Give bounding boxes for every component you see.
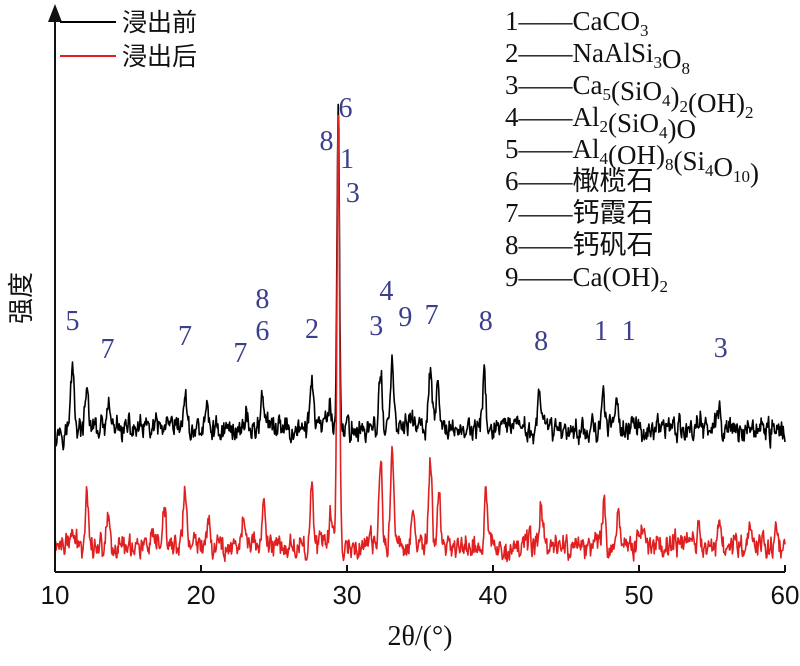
x-tick-label: 40 — [479, 580, 508, 610]
axes-layer — [48, 4, 785, 573]
peak-label: 2 — [305, 314, 319, 345]
series-line-before — [54, 103, 786, 451]
peak-label: 9 — [398, 302, 412, 333]
peak-label: 1 — [622, 316, 636, 347]
peak-label: 8 — [320, 126, 334, 157]
x-tick-label: 60 — [771, 580, 800, 610]
x-axis-title: 2θ/(°) — [387, 621, 452, 652]
peak-label: 7 — [233, 338, 247, 369]
peak-label: 6 — [339, 93, 353, 124]
y-axis-title: 强度 — [7, 272, 37, 324]
peak-label: 8 — [534, 326, 548, 357]
peak-label: 1 — [594, 316, 608, 347]
phase-legend-item: 5——Al4(OH)8(Si4O10) — [505, 134, 759, 188]
phase-legend-item: 4——Al2(SiO4)O — [505, 102, 696, 144]
legend-label: 浸出后 — [122, 42, 197, 71]
phase-legend: 1——CaCO32——NaAlSi3O83——Ca5(SiO4)2(OH)24—… — [505, 6, 759, 296]
phase-legend-item: 3——Ca5(SiO4)2(OH)2 — [505, 70, 754, 122]
peak-label: 7 — [425, 300, 439, 331]
peak-label: 7 — [101, 334, 115, 365]
peak-label: 5 — [66, 306, 80, 337]
peak-label: 6 — [255, 316, 269, 347]
peak-label: 4 — [379, 276, 393, 307]
peak-label: 3 — [714, 333, 728, 364]
x-tick-label: 10 — [41, 580, 70, 610]
series-line-after — [54, 114, 786, 563]
y-axis-arrow-icon — [48, 4, 62, 22]
peak-label: 3 — [346, 178, 360, 209]
phase-legend-item: 6——橄榄石 — [505, 166, 654, 196]
phase-legend-item: 9——Ca(OH)2 — [505, 262, 668, 296]
phase-legend-item: 1——CaCO3 — [505, 6, 649, 40]
phase-legend-item: 2——NaAlSi3O8 — [505, 38, 690, 78]
peak-label: 1 — [340, 144, 354, 175]
series-layer — [54, 103, 786, 563]
x-ticks: 10 20 30 40 50 60 — [41, 565, 800, 610]
x-tick-label: 30 — [333, 580, 362, 610]
x-tick-label: 20 — [187, 580, 216, 610]
phase-legend-item: 7——钙霞石 — [505, 198, 654, 228]
legend-label: 浸出前 — [122, 8, 197, 37]
phase-legend-item: 8——钙矾石 — [505, 230, 654, 260]
x-tick-label: 50 — [625, 580, 654, 610]
peak-label: 3 — [369, 311, 383, 342]
peak-label: 8 — [479, 306, 493, 337]
peak-label: 7 — [178, 321, 192, 352]
peak-label: 8 — [255, 284, 269, 315]
